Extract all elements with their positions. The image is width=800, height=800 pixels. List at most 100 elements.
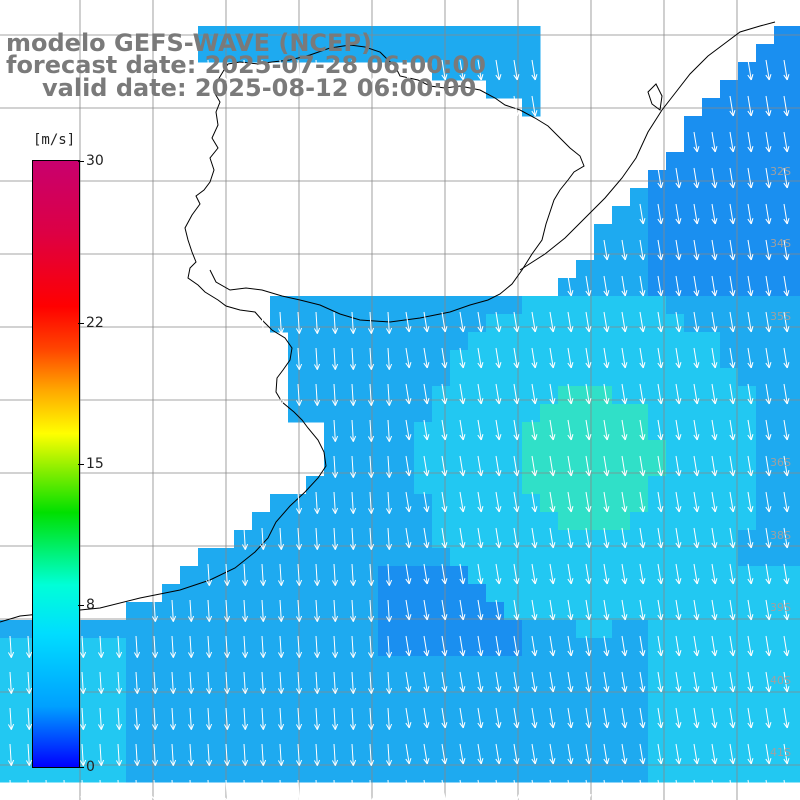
wind-cell xyxy=(414,458,433,477)
wind-cell xyxy=(396,764,415,783)
wind-cell xyxy=(774,314,793,333)
wind-cell xyxy=(162,620,181,639)
wind-cell xyxy=(414,440,433,459)
wind-cell xyxy=(720,494,739,513)
wind-arrow xyxy=(441,563,448,585)
wind-cell xyxy=(612,674,631,693)
wind-arrow xyxy=(349,527,357,550)
wind-arrow xyxy=(531,491,538,513)
wind-cell xyxy=(522,80,541,99)
wind-arrow xyxy=(477,563,484,585)
wind-cell xyxy=(414,350,433,369)
wind-cell xyxy=(378,566,397,585)
wind-cell xyxy=(504,422,523,441)
wind-cell xyxy=(450,512,469,531)
wind-cell xyxy=(738,566,757,585)
wind-cell xyxy=(720,602,739,621)
wind-cell xyxy=(792,746,800,765)
wind-cell xyxy=(756,368,775,387)
wind-cell xyxy=(414,386,433,405)
wind-cell xyxy=(756,710,775,729)
wind-arrow xyxy=(747,59,754,81)
wind-cell xyxy=(18,638,37,657)
wind-cell xyxy=(684,638,703,657)
wind-arrow xyxy=(151,743,159,766)
wind-cell xyxy=(378,332,397,351)
wind-arrow xyxy=(711,275,718,297)
wind-cell xyxy=(162,746,181,765)
wind-arrow xyxy=(639,635,646,657)
wind-cell xyxy=(630,764,649,783)
wind-cell xyxy=(522,476,541,495)
wind-cell xyxy=(774,602,793,621)
wind-arrow xyxy=(621,491,628,513)
wind-cell xyxy=(774,386,793,405)
wind-cell xyxy=(450,350,469,369)
wind-arrow xyxy=(657,707,664,729)
wind-cell xyxy=(774,332,793,351)
wind-cell xyxy=(594,242,613,261)
wind-arrow xyxy=(711,347,718,369)
wind-cell xyxy=(558,296,577,315)
wind-cell xyxy=(522,710,541,729)
wind-cell xyxy=(594,296,613,315)
wind-arrow xyxy=(331,347,339,370)
wind-arrow xyxy=(441,419,448,441)
wind-cell xyxy=(432,422,451,441)
wind-cell xyxy=(792,494,800,513)
wind-arrow xyxy=(567,311,574,333)
wind-cell xyxy=(684,314,703,333)
wind-cell xyxy=(198,620,217,639)
wind-cell xyxy=(414,656,433,675)
wind-cell xyxy=(648,278,667,297)
wind-cell xyxy=(594,710,613,729)
wind-cell xyxy=(486,566,505,585)
wind-cell xyxy=(540,494,559,513)
wind-cell xyxy=(756,530,775,549)
wind-cell xyxy=(738,656,757,675)
wind-arrow xyxy=(313,743,321,766)
wind-arrow xyxy=(223,707,231,730)
wind-cell xyxy=(630,638,649,657)
wind-arrow xyxy=(603,311,610,333)
wind-cell xyxy=(396,350,415,369)
wind-cell xyxy=(486,530,505,549)
wind-cell xyxy=(396,548,415,567)
wind-arrow xyxy=(459,635,466,657)
wind-cell xyxy=(684,440,703,459)
wind-arrow xyxy=(531,563,538,585)
wind-cell xyxy=(540,746,559,765)
wind-arrow xyxy=(25,779,33,800)
wind-cell xyxy=(288,566,307,585)
wind-cell xyxy=(468,692,487,711)
wind-cell xyxy=(234,584,253,603)
wind-cell xyxy=(612,350,631,369)
wind-arrow xyxy=(711,131,718,153)
wind-cell xyxy=(360,710,379,729)
wind-cell xyxy=(684,674,703,693)
latitude-label: 34S xyxy=(770,237,791,250)
wind-arrow xyxy=(531,779,538,800)
wind-cell xyxy=(792,476,800,495)
wind-arrow xyxy=(513,419,520,441)
wind-cell xyxy=(792,98,800,117)
wind-arrow xyxy=(423,563,430,585)
wind-cell xyxy=(792,44,800,63)
wind-arrow xyxy=(711,527,718,549)
wind-arrow xyxy=(783,743,790,765)
model-title: modelo GEFS-WAVE (NCEP) xyxy=(6,29,372,57)
wind-cell xyxy=(432,458,451,477)
wind-arrow xyxy=(367,419,375,442)
wind-cell xyxy=(288,404,307,423)
wind-cell xyxy=(450,332,469,351)
wind-arrow xyxy=(711,563,718,585)
wind-cell xyxy=(522,584,541,603)
wind-cell xyxy=(522,422,541,441)
wind-cell xyxy=(774,440,793,459)
wind-cell xyxy=(216,692,235,711)
latitude-label: 39S xyxy=(770,601,791,614)
wind-cell xyxy=(720,584,739,603)
wind-cell xyxy=(342,476,361,495)
wind-arrow xyxy=(495,455,502,477)
